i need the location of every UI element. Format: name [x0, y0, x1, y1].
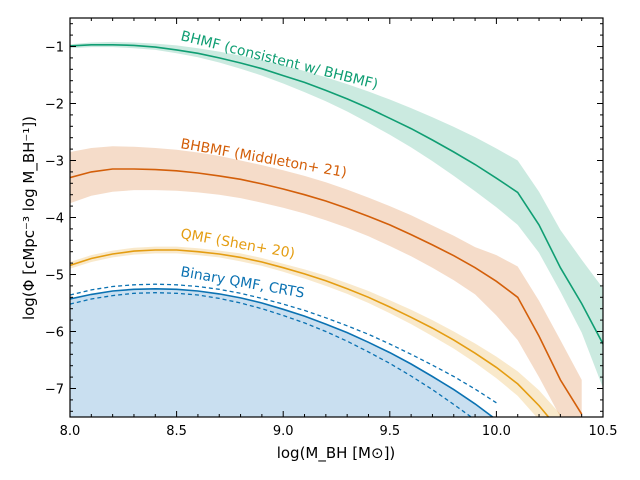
annotation-bhmf-consistent-w-bhbmf: BHMF (consistent w/ BHBMF): [179, 28, 380, 93]
line-binary-qmf-crts-upper: [70, 283, 497, 404]
y-axis-label: log(Φ [cMpc⁻³ log M_BH⁻¹]): [20, 116, 39, 320]
x-tick-label: 10.5: [589, 424, 618, 439]
line-qmf-shen-20: [70, 249, 550, 417]
line-binary-qmf-crts-lower: [70, 292, 473, 417]
band-binary-qmf-crts: [70, 288, 497, 417]
x-tick-label: 8.0: [60, 424, 81, 439]
y-tick-label: −7: [45, 383, 64, 398]
line-bhmf-consistent-w-bhbmf: [70, 44, 603, 345]
y-tick-label: −5: [45, 269, 64, 284]
x-tick-labels: 8.0 8.5 9.0 9.5 10.0 10.5: [60, 424, 618, 439]
x-tick-label: 9.5: [379, 424, 400, 439]
x-axis-label: log(M_BH [M⊙]): [277, 444, 396, 463]
line-binary-qmf-crts: [70, 287, 494, 417]
y-tick-labels: −1 −2 −3 −4 −5 −6 −7: [45, 41, 64, 398]
x-tick-label: 9.0: [273, 424, 294, 439]
confidence-bands: [70, 41, 603, 417]
axis-ticks: [69, 18, 604, 417]
band-qmf-shen-20: [70, 246, 561, 417]
x-tick-label: 10.0: [482, 424, 511, 439]
y-tick-label: −1: [45, 41, 64, 56]
x-tick-label: 8.5: [166, 424, 187, 439]
line-bhbmf-middleton-21: [70, 168, 583, 415]
y-tick-label: −2: [45, 98, 64, 113]
y-tick-label: −6: [45, 326, 64, 341]
y-tick-label: −4: [45, 212, 64, 227]
y-tick-label: −3: [45, 155, 64, 170]
series-lines: [70, 44, 603, 417]
